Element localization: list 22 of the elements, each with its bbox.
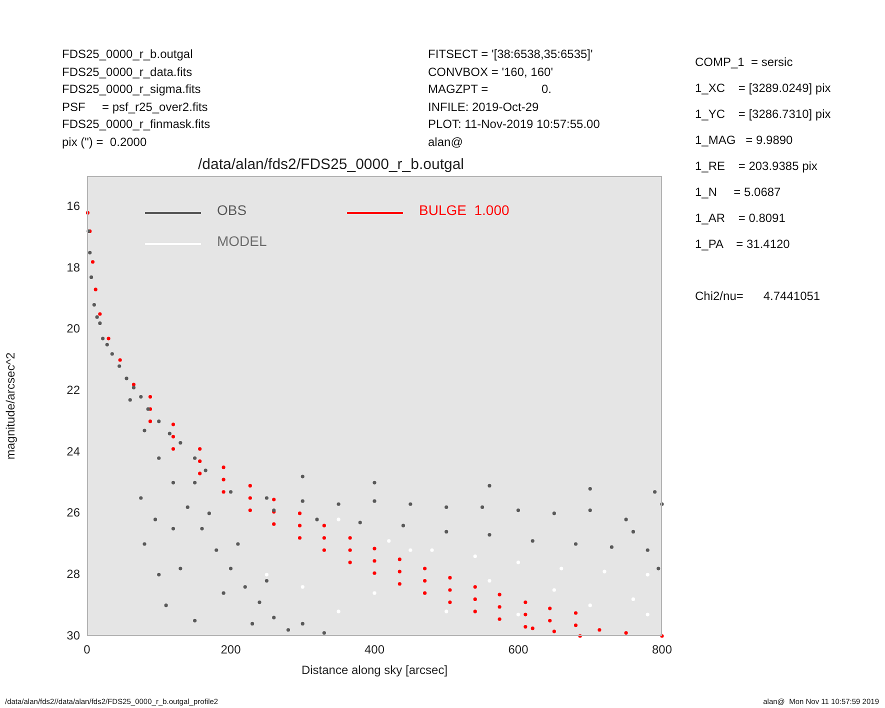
y-tick-label: 28 (66, 566, 80, 581)
chart-title: /data/alan/fds2/FDS25_0000_r_b.outgal (198, 156, 464, 174)
text: FDS25_0000_r_b.outgal FDS25_0000_r_data.fits FDS25_0000_r_sigma.fits PSF = psf_r25_over2.fits FDS25_0000_r_finmask.fits pix (") = 0.2000 (62, 46, 210, 151)
y-tick-label: 30 (66, 628, 80, 642)
x-tick-label: 400 (364, 642, 385, 657)
y-tick-label: 26 (66, 506, 80, 520)
y-tick-label: 24 (66, 444, 80, 458)
y-tick-label: 20 (66, 322, 80, 336)
legend-label: MODEL (217, 232, 267, 249)
text: FITSECT = '[38:6538,35:6535]' CONVBOX = '160, 160' MAGZPT = 0. INFILE: 2019-Oct-29 PLOT: 11-Nov-2019 10:57:55.00 alan@ (428, 46, 600, 151)
x-tick-label: 200 (220, 642, 242, 657)
y-tick-label: 22 (66, 382, 80, 397)
text: COMP_1 = sersic 1_XC = [3289.0249] pix 1_YC = [3286.7310] pix 1_MAG = 9.9890 1_RE = 203.9385 pix 1_N = 5.0687 1_AR = 0.8091 1_PA = 31.4120 Chi2/nu= 4.7441051 (695, 55, 831, 303)
x-axis-title: Distance along sky [arcsec] (301, 663, 448, 678)
x-tick-label: 600 (508, 642, 529, 657)
x-tick-label: 800 (652, 642, 672, 657)
y-tick-label: 16 (66, 198, 80, 213)
y-axis-title: magnitude/arcsec^2 (4, 352, 18, 460)
legend-label: OBS (217, 202, 247, 218)
x-tick-label: 0 (84, 642, 91, 657)
y-tick-label: 18 (66, 260, 80, 274)
legend-label: BULGE 1.000 (419, 202, 510, 218)
